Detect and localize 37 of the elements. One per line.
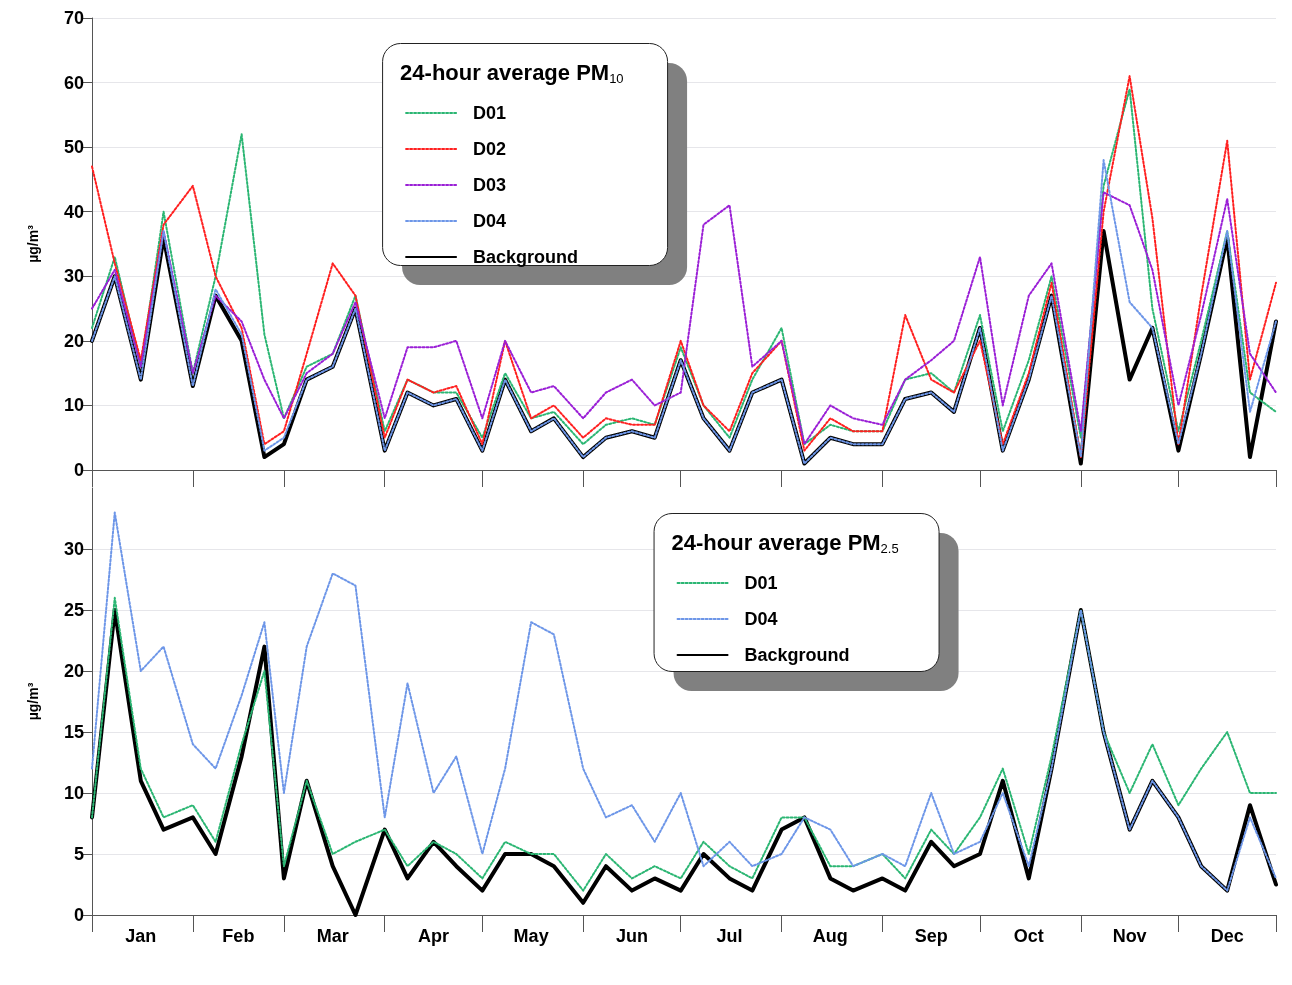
legend-label: D02 <box>473 139 507 159</box>
x-tick-label: Sep <box>914 926 948 946</box>
legend-label: D03 <box>473 175 507 195</box>
y-tick-label: 0 <box>73 460 84 480</box>
x-tick-label: Nov <box>1112 926 1147 946</box>
y-tick-label: 20 <box>63 661 84 681</box>
y-tick-label: 15 <box>63 722 84 742</box>
legend-label: D01 <box>473 103 507 123</box>
legend-label: Background <box>473 247 579 267</box>
x-tick-label: Dec <box>1210 926 1244 946</box>
y-tick-label: 0 <box>73 905 84 925</box>
x-tick-label: Aug <box>812 926 848 946</box>
y-tick-label: 60 <box>63 72 84 93</box>
y-tick-label: 30 <box>63 266 84 287</box>
x-tick-label: Jul <box>716 926 743 946</box>
legend-label: D04 <box>473 211 507 231</box>
y-tick-label: 25 <box>63 600 84 620</box>
legend-label: D01 <box>744 573 778 593</box>
y-axis-title: µg/m³ <box>25 224 41 263</box>
x-tick-label: Mar <box>316 926 349 946</box>
x-tick-label: May <box>513 926 549 946</box>
y-tick-label: 70 <box>63 8 84 28</box>
y-tick-label: 20 <box>63 330 84 351</box>
y-axis-title: µg/m³ <box>25 682 41 721</box>
x-tick-label: Oct <box>1013 926 1044 946</box>
y-tick-label: 10 <box>63 783 84 803</box>
y-tick-label: 40 <box>63 201 84 222</box>
x-tick-label: Jun <box>615 926 648 946</box>
x-tick-label: Apr <box>418 926 450 946</box>
y-tick-label: 50 <box>63 137 84 158</box>
legend-label: D04 <box>744 609 778 629</box>
y-tick-label: 30 <box>63 539 84 559</box>
x-tick-label: Jan <box>125 926 157 946</box>
x-tick-label: Feb <box>222 926 255 946</box>
y-tick-label: 10 <box>63 395 84 416</box>
y-tick-label: 5 <box>73 844 84 864</box>
legend-label: Background <box>744 645 850 665</box>
